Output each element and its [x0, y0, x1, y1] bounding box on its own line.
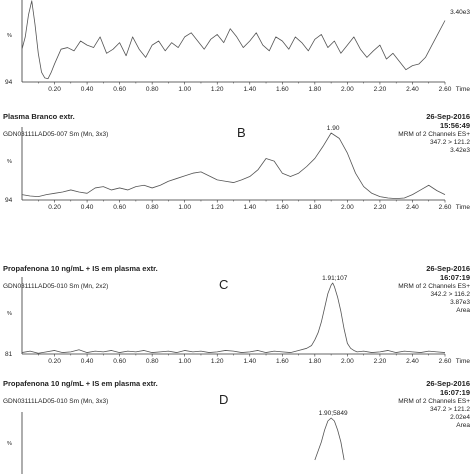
x-tick-label: 1.40 — [243, 86, 256, 93]
x-tick-label: 2.20 — [374, 358, 387, 365]
panel-file-info: GDN03111LAD05-010 Sm (Mn, 2x2) — [3, 283, 108, 290]
panel-channel-info: MRM of 2 Channels ES+ — [398, 283, 470, 290]
panel-channel-info: Area — [456, 422, 470, 429]
panel-letter: C — [219, 277, 228, 292]
y-axis-label: % — [7, 33, 12, 39]
panel-channel-info: Area — [456, 307, 470, 314]
peak-label: 1.91;107 — [322, 275, 348, 282]
x-tick-label: 0.20 — [48, 358, 61, 365]
panel-channel-info: 347.2 > 121.2 — [430, 406, 470, 413]
x-tick-label: 0.80 — [146, 204, 159, 211]
y-min-label: 94 — [5, 79, 13, 86]
x-tick-label: 1.20 — [211, 204, 224, 211]
chromatogram-panel-1: 3.40e3% 94 0.20 0.40 0.60 0.80 1.00 1.20 1.40 1.6… — [5, 0, 470, 93]
panel-channel-info: MRM of 2 Channels ES+ — [398, 398, 470, 405]
panel-channel-info: 347.2 > 121.2 — [430, 139, 470, 146]
panel-file-info: GDN03111LAD05-010 Sm (Mn, 3x3) — [3, 398, 108, 405]
x-tick-label: 1.80 — [309, 204, 322, 211]
y-min-label: 94 — [5, 197, 13, 204]
panel-title: Propafenona 10 ng/mL + IS em plasma extr… — [3, 264, 158, 273]
x-tick-label: 1.00 — [178, 358, 191, 365]
x-axis-label: Time — [456, 204, 471, 211]
x-tick-label: 1.80 — [309, 86, 322, 93]
x-tick-label: 2.00 — [341, 86, 354, 93]
panel-time: 16:07:19 — [440, 388, 470, 397]
panel-letter: B — [237, 125, 246, 140]
x-tick-label: 0.20 — [48, 86, 61, 93]
x-tick-label: 2.20 — [374, 204, 387, 211]
panel-channel-info: 3.42e3 — [450, 147, 470, 154]
series-trace — [21, 132, 446, 200]
panel-letter: D — [219, 392, 228, 407]
y-axis-label: % — [7, 441, 12, 447]
x-tick-label: 2.40 — [406, 204, 419, 211]
x-tick-label: 2.40 — [406, 358, 419, 365]
peak-label: 1.90;5849 — [319, 410, 348, 417]
x-tick-label: 0.80 — [146, 86, 159, 93]
panel-file-info: GDN03111LAD05-007 Sm (Mn, 3x3) — [3, 131, 108, 138]
x-tick-label: 0.60 — [113, 204, 126, 211]
x-axis-label: Time — [456, 358, 471, 365]
x-tick-label: 0.80 — [146, 358, 159, 365]
x-tick-label: 1.80 — [309, 358, 322, 365]
panel-date: 26-Sep-2016 — [426, 264, 470, 273]
panel-channel-info: MRM of 2 Channels ES+ — [398, 131, 470, 138]
panel-date: 26-Sep-2016 — [426, 379, 470, 388]
x-tick-label: 1.20 — [211, 86, 224, 93]
x-tick-label: 1.00 — [178, 86, 191, 93]
x-tick-label: 1.60 — [276, 86, 289, 93]
panel-channel-info: 3.87e3 — [450, 299, 470, 306]
x-axis-label: Time — [456, 86, 471, 93]
panel-title: Plasma Branco extr. — [3, 112, 75, 121]
y-axis-label: % — [7, 311, 12, 317]
x-tick-label: 2.60 — [439, 358, 452, 365]
panel-date: 26-Sep-2016 — [426, 112, 470, 121]
y-min-label: 81 — [5, 351, 13, 358]
series-trace — [21, 282, 446, 354]
y-axis-label: % — [7, 159, 12, 165]
panel-channel-info: 2.02e4 — [450, 414, 470, 421]
x-tick-label: 2.20 — [374, 86, 387, 93]
x-tick-label: 1.00 — [178, 204, 191, 211]
panel-time: 16:07:19 — [440, 273, 470, 282]
x-tick-label: 1.20 — [211, 358, 224, 365]
panel-time: 15:56:49 — [440, 121, 470, 130]
x-tick-label: 2.00 — [341, 204, 354, 211]
x-tick-label: 2.00 — [341, 358, 354, 365]
x-tick-label: 0.40 — [81, 204, 94, 211]
x-tick-label: 0.40 — [81, 358, 94, 365]
series-trace — [21, 0, 446, 80]
peak-label: 1.90 — [327, 125, 340, 132]
chromatogram-panel-4: Propafenona 10 ng/mL + IS em plasma extr… — [3, 379, 470, 474]
x-tick-label: 0.20 — [48, 204, 61, 211]
x-tick-label: 1.60 — [276, 358, 289, 365]
x-tick-label: 2.60 — [439, 204, 452, 211]
x-tick-label: 0.60 — [113, 358, 126, 365]
x-tick-label: 0.60 — [113, 86, 126, 93]
panel-channel-info: 342.2 > 116.2 — [431, 291, 471, 298]
x-tick-label: 1.40 — [243, 358, 256, 365]
panel-channel-info: 3.40e3 — [450, 9, 470, 16]
series-trace — [314, 417, 345, 461]
x-tick-label: 1.40 — [243, 204, 256, 211]
x-tick-label: 1.60 — [276, 204, 289, 211]
panel-title: Propafenona 10 ng/mL + IS em plasma extr… — [3, 379, 158, 388]
x-tick-label: 0.40 — [81, 86, 94, 93]
chromatogram-panel-3: Propafenona 10 ng/mL + IS em plasma extr… — [3, 264, 470, 365]
x-tick-label: 2.40 — [406, 86, 419, 93]
x-tick-label: 2.60 — [439, 86, 452, 93]
